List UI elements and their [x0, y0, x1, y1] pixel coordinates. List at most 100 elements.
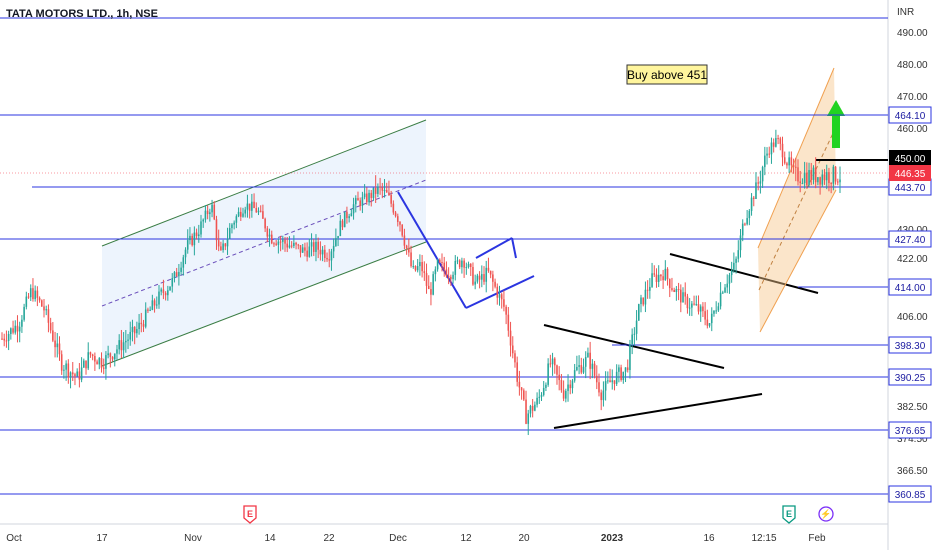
candle-body — [65, 363, 67, 370]
downtrend-line[interactable] — [397, 191, 467, 309]
candle-body — [693, 303, 695, 305]
candle-body — [133, 326, 136, 334]
candle-body — [49, 322, 52, 331]
candle-body — [324, 249, 326, 258]
candle-body — [823, 174, 826, 181]
candle-body — [615, 371, 618, 384]
candle-body — [500, 294, 503, 300]
candle-body — [825, 172, 828, 181]
x-tick-label-8: 2023 — [601, 533, 624, 544]
buy-annotation[interactable]: Buy above 451 — [626, 64, 708, 85]
candle-body — [160, 289, 162, 292]
candle-body — [549, 363, 552, 365]
candle-body — [319, 249, 322, 255]
candle-body — [222, 243, 224, 251]
rising-channel-fill — [102, 120, 426, 366]
candle-body — [25, 296, 28, 307]
candle-body — [401, 224, 404, 236]
candle-body — [441, 262, 443, 264]
breakout-channel-bottom[interactable] — [759, 189, 837, 333]
candle-body — [189, 235, 191, 241]
candle-body — [686, 296, 689, 309]
flag-top-line[interactable] — [475, 237, 513, 259]
candle-body — [487, 267, 490, 271]
candle-body — [560, 380, 563, 391]
level-tag-6 — [888, 421, 932, 439]
candle-body — [675, 288, 678, 293]
candle-body — [264, 218, 266, 229]
candle-body — [547, 363, 549, 385]
level-tag-label-3: 414.00 — [895, 283, 926, 294]
time-axis[interactable]: Oct 17 Nov 14 22 Dec 12 20 2023 16 12:15 Feb — [6, 533, 826, 544]
candle-body — [483, 274, 485, 282]
candle-body — [184, 249, 187, 258]
candle-body — [34, 290, 36, 300]
candle-body — [293, 242, 295, 246]
candle-body — [737, 250, 740, 259]
candle-body — [337, 236, 339, 239]
rising-channel-top[interactable] — [101, 119, 427, 247]
x-tick-label-11: Feb — [808, 533, 826, 544]
candle-body — [277, 241, 280, 245]
candle-body — [671, 288, 673, 290]
event-marker-2[interactable] — [818, 506, 834, 522]
candle-body — [764, 155, 766, 168]
flag-pole-line — [511, 237, 517, 259]
candle-body — [328, 259, 331, 261]
level-tag-label-2: 427.40 — [895, 235, 926, 246]
x-tick-label-10: 12:15 — [751, 533, 776, 544]
candle-body — [450, 276, 452, 280]
price-tag-label-1: 446.35 — [895, 169, 926, 180]
candle-body — [834, 166, 837, 182]
candle-body — [536, 397, 538, 405]
candle-body — [248, 203, 251, 211]
candle-body — [403, 235, 406, 246]
event-markers[interactable]: E E ⚡ — [243, 505, 834, 524]
candle-body — [10, 328, 12, 334]
candle-body — [757, 182, 759, 184]
candle-body — [794, 166, 797, 168]
candle-body — [817, 177, 819, 183]
candle-body — [722, 292, 724, 294]
candle-body — [584, 357, 587, 367]
candle-body — [257, 210, 260, 213]
candle-body — [540, 394, 543, 397]
candle-body — [770, 142, 773, 155]
candle-body — [726, 283, 729, 288]
triangle-bottom-line[interactable] — [553, 393, 763, 429]
rising-channel-bottom[interactable] — [101, 241, 427, 367]
candle-body — [173, 272, 176, 279]
candle-body — [688, 307, 691, 309]
candle-body — [655, 274, 658, 282]
x-tick-label-3: 14 — [264, 533, 276, 544]
candle-body — [684, 292, 687, 297]
candle-body — [443, 262, 446, 270]
candle-body — [589, 352, 591, 369]
event-marker-0[interactable] — [243, 505, 257, 524]
candle-body — [750, 197, 753, 211]
candle-body — [611, 380, 614, 383]
resistance-trendline[interactable] — [669, 253, 819, 294]
level-tag-label-7: 360.85 — [895, 490, 926, 501]
candle-body — [801, 183, 804, 185]
triangle-top-line[interactable] — [543, 324, 725, 369]
candle-body — [100, 358, 103, 368]
candle-body — [310, 242, 313, 247]
candle-body — [432, 274, 434, 295]
candle-body — [304, 247, 306, 251]
price-tag-1 — [889, 165, 931, 181]
candle-body — [779, 138, 782, 144]
candle-body — [290, 245, 293, 247]
candle-body — [116, 349, 118, 354]
candle-body — [63, 369, 65, 371]
candle-body — [469, 263, 472, 267]
flag-bottom-line[interactable] — [465, 275, 535, 309]
event-marker-symbol-1: E — [786, 509, 792, 519]
event-marker-1[interactable] — [782, 505, 796, 524]
up-arrow-icon — [827, 100, 845, 148]
candle-body — [445, 269, 448, 277]
candle-body — [379, 186, 381, 188]
candle-body — [715, 310, 717, 312]
candle-body — [78, 371, 81, 380]
